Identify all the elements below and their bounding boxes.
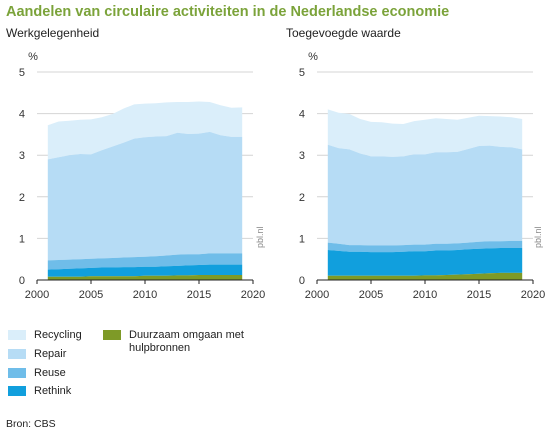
legend-swatch-repair — [8, 349, 26, 359]
x-tick-label: 2020 — [521, 289, 545, 301]
area-repair — [47, 131, 243, 261]
x-tick-label: 2000 — [305, 289, 329, 301]
watermark: pbl.nl — [255, 226, 265, 248]
legend-item-duurzaam: Duurzaam omgaan met hulpbronnen — [103, 329, 259, 355]
y-tick-label: 0 — [299, 275, 305, 287]
legend-label-repair: Repair — [34, 348, 67, 360]
x-tick-label: 2015 — [467, 289, 491, 301]
chart-title: Aandelen van circulaire activiteiten in … — [6, 4, 450, 20]
legend-swatch-recycling — [8, 330, 26, 340]
y-tick-label: 0 — [19, 275, 25, 287]
y-unit-label: % — [308, 51, 318, 63]
y-tick-label: 4 — [19, 109, 25, 121]
legend-label-rethink: Rethink — [34, 385, 72, 397]
y-tick-label: 2 — [19, 192, 25, 204]
y-tick-label: 5 — [19, 67, 25, 79]
legend-swatch-reuse — [8, 368, 26, 378]
right-chart-subtitle: Toegevoegde waarde — [286, 26, 401, 40]
y-tick-label: 1 — [299, 233, 305, 245]
area-recycling — [327, 109, 523, 157]
y-tick-label: 3 — [19, 150, 25, 162]
x-tick-label: 2010 — [133, 289, 157, 301]
area-duurzaam-omgaan-met-hulpbronnen — [47, 275, 243, 280]
x-tick-label: 2005 — [359, 289, 383, 301]
y-unit-label: % — [28, 51, 38, 63]
area-reuse — [327, 240, 523, 253]
area-repair — [327, 144, 523, 246]
x-tick-label: 2010 — [413, 289, 437, 301]
area-rethink — [327, 248, 523, 276]
x-tick-label: 2015 — [187, 289, 211, 301]
source-note: Bron: CBS — [6, 418, 56, 430]
chart-panel-1: 0 1 2 3 4 5% 2000 2005 2010 2015 2020 pbl.nl — [19, 51, 265, 301]
legend-label-recycling: Recycling — [34, 329, 82, 341]
y-tick-label: 2 — [299, 192, 305, 204]
area-recycling — [47, 101, 243, 160]
chart-panel-2: 0 1 2 3 4 5% 2000 2005 2010 2015 2020 pbl.nl — [299, 51, 545, 301]
y-tick-label: 3 — [299, 150, 305, 162]
x-tick-label: 2000 — [25, 289, 49, 301]
legend-label-duurzaam: Duurzaam omgaan met hulpbronnen — [129, 329, 244, 354]
legend-item-repair: Repair — [8, 348, 66, 361]
area-duurzaam-omgaan-met-hulpbronnen — [327, 272, 523, 280]
area-rethink — [47, 264, 243, 277]
x-tick-label: 2005 — [79, 289, 103, 301]
legend-swatch-duurzaam — [103, 330, 121, 340]
y-tick-label: 5 — [299, 67, 305, 79]
y-tick-label: 1 — [19, 233, 25, 245]
legend-label-reuse: Reuse — [34, 367, 66, 379]
y-tick-label: 4 — [299, 109, 305, 121]
legend-item-recycling: Recycling — [8, 329, 82, 342]
legend-swatch-rethink — [8, 386, 26, 396]
area-reuse — [47, 253, 243, 270]
legend-item-rethink: Rethink — [8, 385, 71, 398]
left-chart-subtitle: Werkgelegenheid — [6, 26, 100, 40]
watermark: pbl.nl — [533, 226, 543, 248]
legend-item-reuse: Reuse — [8, 367, 66, 380]
x-tick-label: 2020 — [241, 289, 265, 301]
